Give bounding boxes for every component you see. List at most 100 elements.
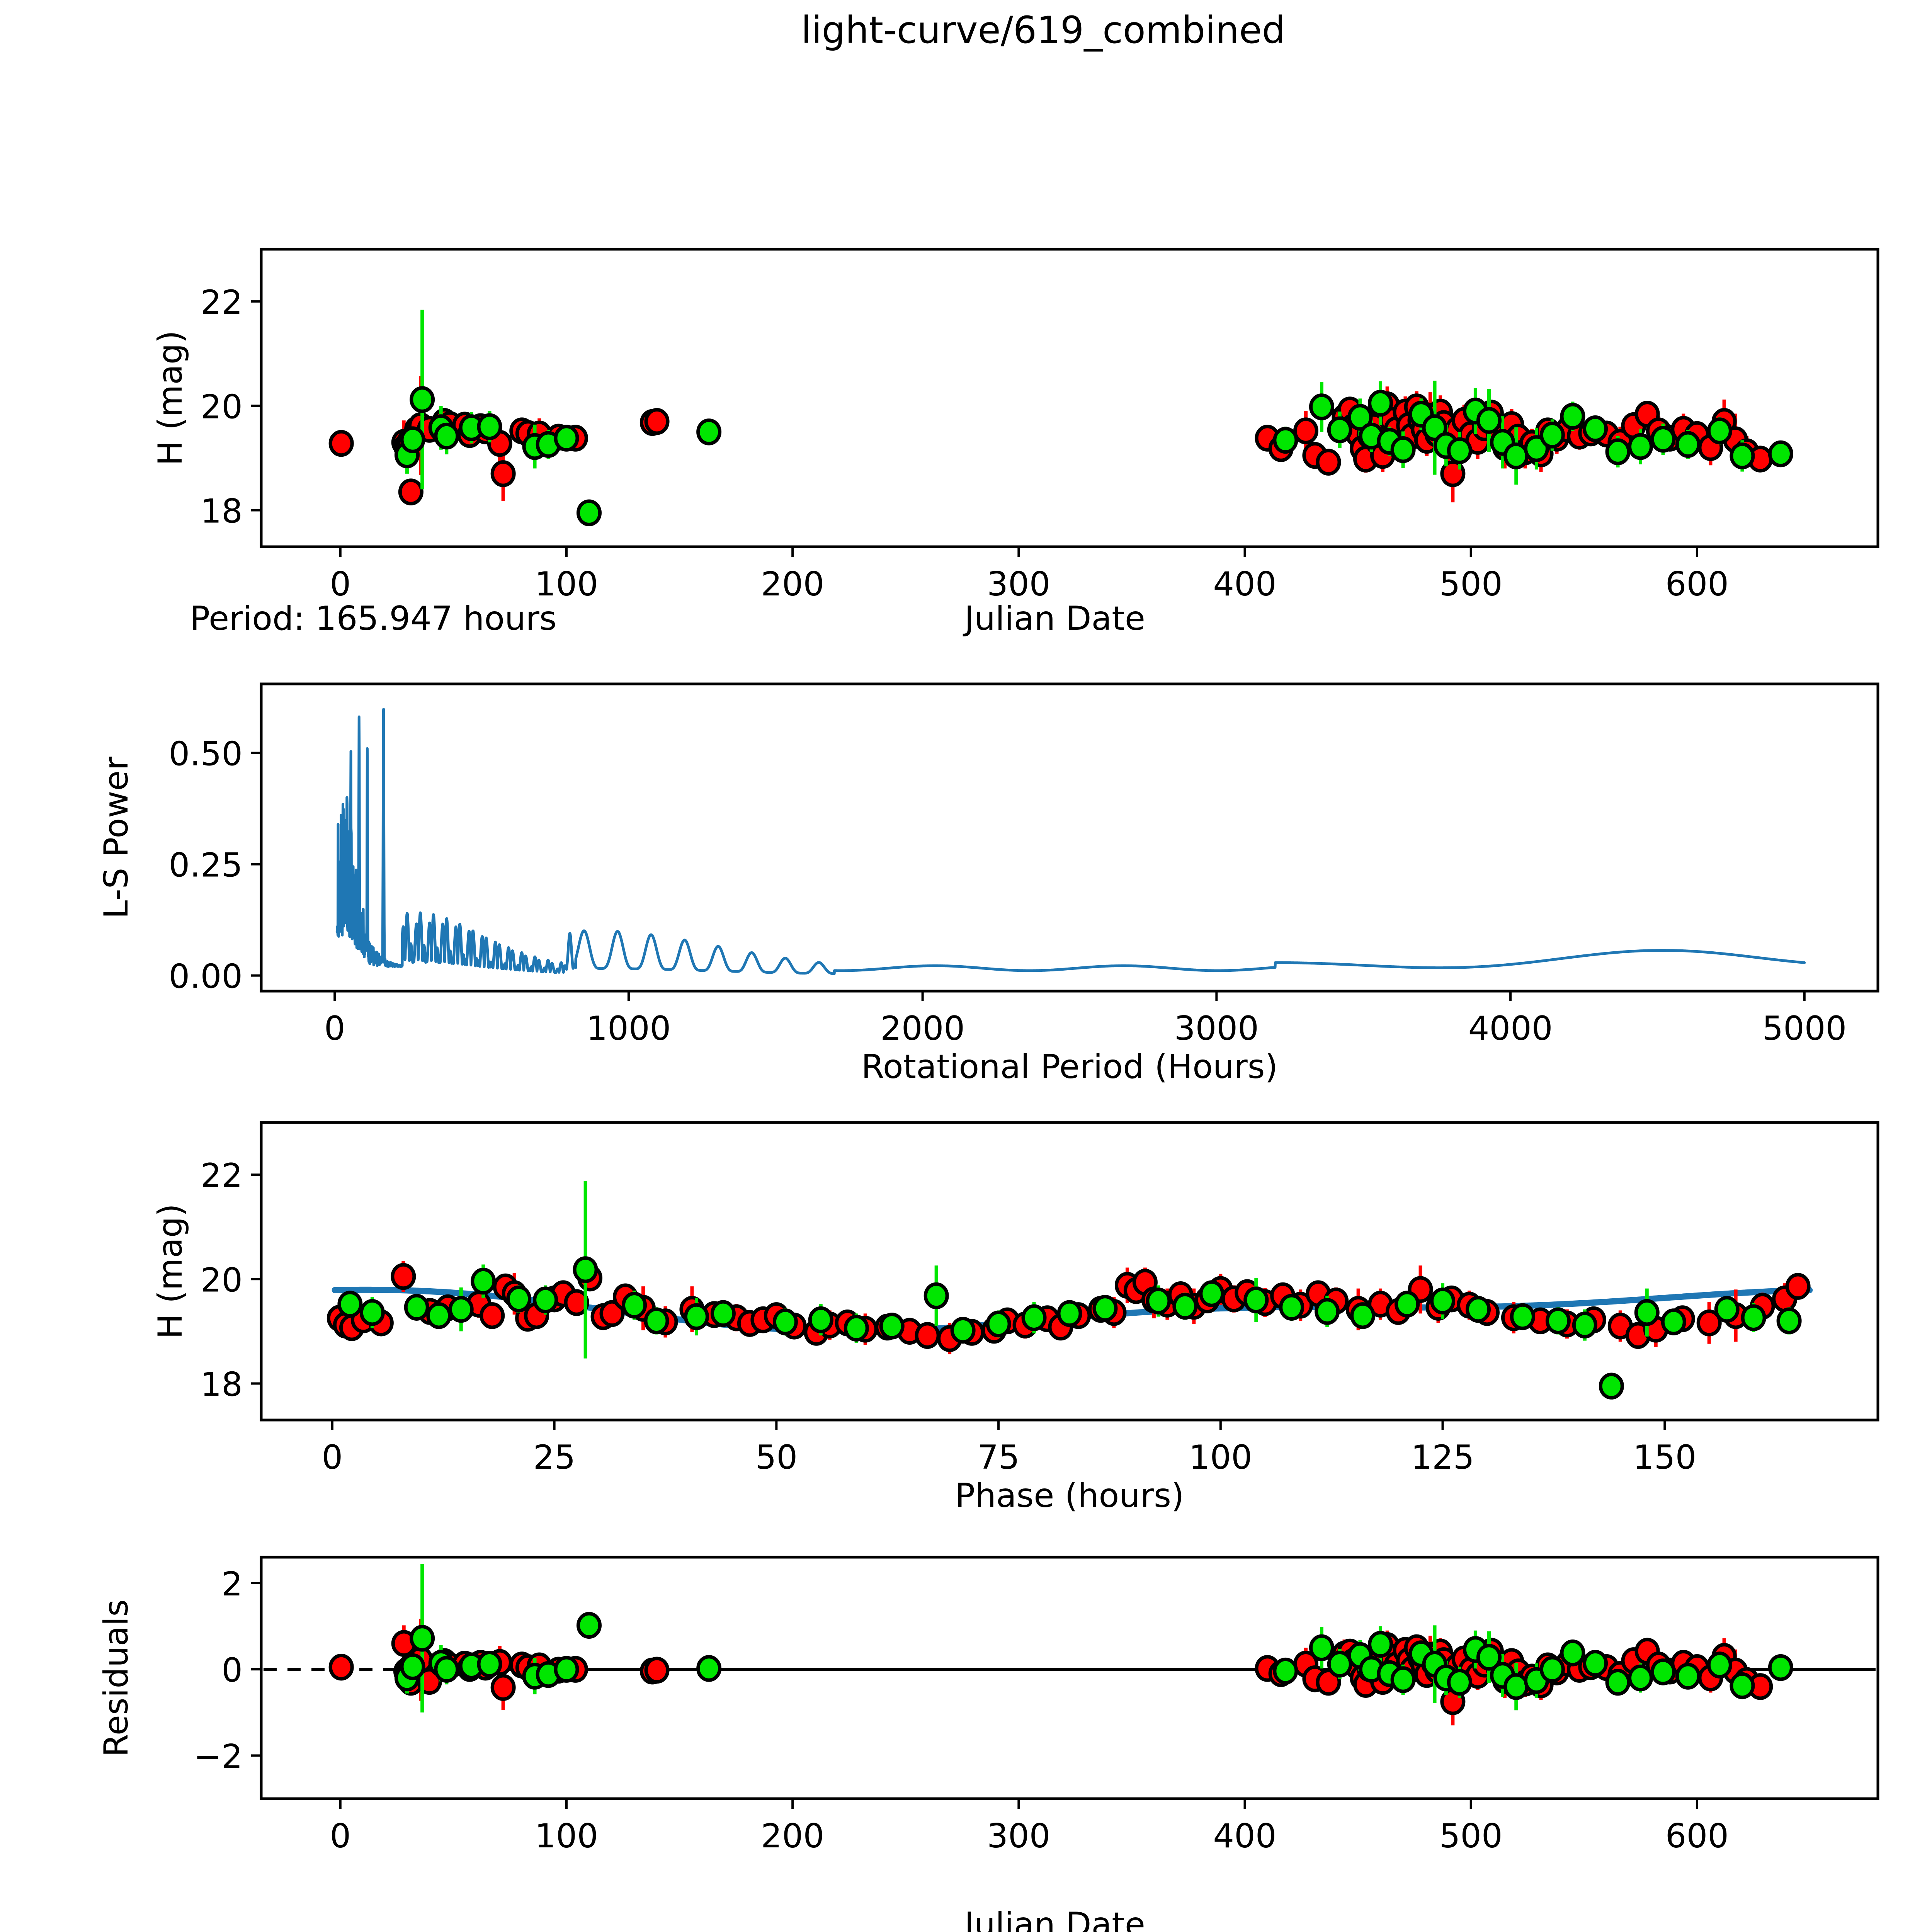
data-point [577, 499, 602, 526]
data-point [490, 1674, 516, 1701]
data-point [1560, 403, 1585, 430]
data-point [400, 1653, 425, 1680]
data-point [410, 386, 435, 413]
panel-residuals-points-green [394, 1612, 1793, 1700]
data-point [1243, 1286, 1269, 1314]
panel-phasefold-axes-frame [260, 1121, 1879, 1422]
data-point [1447, 437, 1472, 464]
panel-residuals-xtick-label: 300 [987, 1817, 1050, 1855]
data-point [696, 418, 722, 446]
panel-periodogram-xtick-label: 0 [324, 1009, 345, 1048]
data-point [1539, 1656, 1565, 1683]
panel-residuals-errorbars-green [405, 1564, 1782, 1713]
data-point [328, 430, 354, 457]
panel-lightcurve: 0 100 200 300 400 500 600 18 20 22 H (mag) Julian D… [151, 248, 1879, 638]
data-point [1422, 414, 1447, 441]
data-point [644, 408, 670, 435]
panel-residuals-xtick-label: 200 [761, 1817, 824, 1855]
panel-phasefold-ytick-label: 18 [201, 1365, 243, 1404]
panel-lightcurve-points-green [394, 386, 1793, 526]
data-point [391, 1263, 416, 1290]
panel-residuals-axes-frame [260, 1556, 1879, 1800]
periodogram-curve [335, 708, 1806, 975]
data-point [1309, 393, 1334, 420]
panel-periodogram-xtick-label: 4000 [1468, 1009, 1553, 1048]
data-point [448, 1296, 474, 1323]
data-point [577, 1612, 602, 1639]
data-point [328, 1653, 354, 1681]
panel-periodogram-axes-frame [260, 682, 1879, 993]
data-point [915, 1322, 940, 1349]
data-point [1572, 1311, 1597, 1338]
panel-phasefold-xtick-label: 150 [1633, 1438, 1696, 1477]
data-point [1605, 438, 1631, 465]
data-point [1390, 436, 1416, 463]
data-point [1447, 1668, 1472, 1696]
data-point [1714, 1296, 1740, 1323]
data-point [1309, 1634, 1334, 1662]
data-point [1390, 1666, 1416, 1693]
data-point [1199, 1280, 1225, 1307]
data-point [1092, 1295, 1118, 1322]
panel-periodogram-ylabel: L-S Power [97, 757, 136, 919]
data-point [426, 1302, 452, 1329]
panel-residuals-ytick-label: 2 [221, 1565, 243, 1604]
panel-lightcurve-ytick-label: 20 [201, 388, 243, 426]
data-point [1350, 1302, 1376, 1329]
data-point [1368, 1631, 1393, 1658]
data-point [950, 1316, 976, 1344]
data-point [1628, 1664, 1653, 1692]
panel-phasefold-xtick-label: 50 [755, 1438, 798, 1477]
panel-lightcurve-xtick-label: 500 [1439, 565, 1503, 604]
panel-lightcurve-xtick-label: 0 [330, 565, 351, 604]
data-point [710, 1300, 736, 1327]
data-point [404, 1294, 429, 1321]
data-point [471, 1267, 496, 1295]
data-point [1696, 1309, 1722, 1337]
panel-lightcurve-ylabel: H (mag) [151, 330, 190, 466]
data-point [1768, 440, 1793, 468]
data-point [1273, 427, 1298, 454]
panel-residuals-ytick-label: 0 [221, 1651, 243, 1690]
data-point [1293, 417, 1319, 444]
panel-lightcurve-ytick-label: 18 [201, 492, 243, 531]
panel-phasefold-xlabel: Phase (hours) [955, 1476, 1184, 1515]
data-point [1661, 1308, 1686, 1335]
data-point [1524, 435, 1549, 462]
data-point [684, 1303, 709, 1330]
data-point [844, 1315, 869, 1342]
data-point [1430, 1287, 1456, 1315]
data-point [1347, 404, 1373, 431]
panel-residuals-xtick-label: 100 [535, 1817, 598, 1855]
data-point [410, 1625, 435, 1652]
panel-periodogram-xtick-label: 3000 [1174, 1009, 1259, 1048]
data-point [1172, 1293, 1198, 1320]
panel-lightcurve-xlabel: Julian Date [963, 599, 1145, 638]
data-point [554, 1656, 579, 1683]
panel-phasefold-xtick-label: 100 [1189, 1438, 1252, 1477]
data-point [986, 1310, 1011, 1338]
data-point [1785, 1273, 1811, 1300]
panel-residuals-xtick-label: 0 [330, 1817, 351, 1855]
data-point [1605, 1668, 1631, 1696]
panel-phasefold-xtick-label: 75 [977, 1438, 1019, 1477]
data-point [1057, 1300, 1082, 1327]
panel-periodogram-xtick-label: 2000 [880, 1009, 965, 1048]
data-point [644, 1307, 669, 1335]
data-point [1021, 1304, 1047, 1331]
data-point [1146, 1287, 1171, 1315]
panel-residuals-xtick-label: 400 [1213, 1817, 1276, 1855]
data-point [1503, 1673, 1529, 1700]
data-point [772, 1308, 798, 1335]
panel-periodogram-ytick-label: 0.00 [169, 957, 243, 996]
data-point [1560, 1639, 1585, 1667]
data-point [1583, 415, 1608, 442]
data-point [1650, 1658, 1676, 1685]
data-point [1776, 1307, 1802, 1335]
data-point [1368, 389, 1393, 417]
panel-phasefold-xtick-label: 0 [322, 1438, 343, 1477]
data-point [477, 413, 502, 440]
data-point [490, 460, 516, 487]
data-point [1503, 442, 1529, 469]
